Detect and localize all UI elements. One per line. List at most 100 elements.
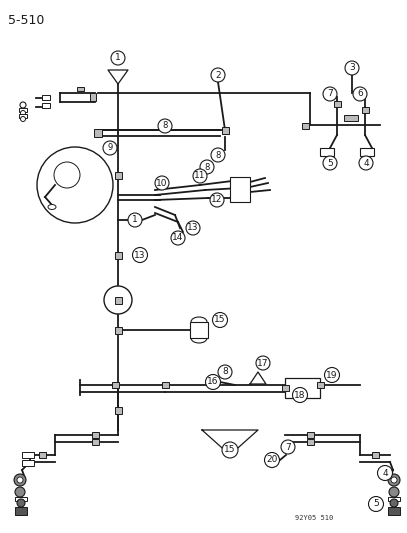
Bar [22, 460, 34, 466]
Circle shape [210, 193, 224, 207]
Circle shape [293, 387, 308, 402]
Text: 3: 3 [349, 63, 355, 72]
Circle shape [324, 367, 339, 383]
Circle shape [14, 474, 26, 486]
Circle shape [326, 159, 334, 167]
Circle shape [368, 497, 383, 512]
Circle shape [193, 169, 207, 183]
Text: 2: 2 [215, 70, 221, 79]
Bar [320, 148, 334, 156]
Bar [114, 407, 122, 414]
Circle shape [323, 87, 337, 101]
Bar [92, 432, 98, 438]
Circle shape [171, 231, 185, 245]
Bar [114, 296, 122, 303]
Circle shape [256, 356, 270, 370]
Bar [221, 126, 228, 133]
Bar [388, 507, 400, 515]
Bar [114, 327, 122, 334]
Bar [15, 497, 27, 501]
Bar [230, 177, 250, 202]
Text: 19: 19 [326, 370, 338, 379]
Bar [333, 101, 341, 107]
Bar [39, 452, 46, 458]
Circle shape [353, 87, 367, 101]
Text: 13: 13 [134, 251, 146, 260]
Text: 9: 9 [107, 143, 113, 152]
Circle shape [359, 156, 373, 170]
Text: 4: 4 [382, 469, 388, 478]
Circle shape [362, 159, 370, 167]
Circle shape [206, 375, 221, 390]
Text: 18: 18 [294, 391, 306, 400]
Bar [94, 129, 102, 137]
Bar [344, 115, 358, 121]
Text: 1: 1 [115, 53, 121, 62]
Circle shape [186, 221, 200, 235]
Bar [15, 507, 27, 515]
Text: 6: 6 [357, 90, 363, 99]
Circle shape [20, 102, 26, 108]
Text: 5-510: 5-510 [8, 14, 44, 27]
Circle shape [212, 312, 228, 327]
Circle shape [345, 61, 359, 75]
Circle shape [211, 68, 225, 82]
Bar [42, 103, 50, 108]
Bar [282, 385, 289, 391]
Text: 7: 7 [285, 442, 291, 451]
Text: 8: 8 [204, 163, 210, 172]
Text: 14: 14 [172, 233, 184, 243]
Text: 5: 5 [327, 158, 333, 167]
Circle shape [17, 499, 25, 507]
Bar [306, 432, 313, 438]
Circle shape [155, 176, 169, 190]
Circle shape [37, 147, 113, 223]
Text: 8: 8 [215, 150, 221, 159]
Bar [162, 382, 168, 388]
Bar [92, 439, 98, 445]
Bar [360, 148, 374, 156]
Bar [22, 452, 34, 458]
Text: 5: 5 [373, 499, 379, 508]
Bar [112, 382, 118, 388]
Text: 17: 17 [257, 359, 269, 367]
Text: 8: 8 [222, 367, 228, 376]
Text: 92Y05 510: 92Y05 510 [295, 515, 333, 521]
Circle shape [391, 477, 397, 483]
Circle shape [103, 141, 117, 155]
Text: 15: 15 [214, 316, 226, 325]
Circle shape [17, 477, 23, 483]
Text: 1: 1 [132, 215, 138, 224]
Text: 12: 12 [211, 196, 223, 205]
Circle shape [281, 440, 295, 454]
Circle shape [104, 286, 132, 314]
Text: 8: 8 [162, 122, 168, 131]
Bar [285, 378, 320, 398]
Bar [19, 108, 27, 112]
Circle shape [265, 453, 280, 467]
Bar [372, 452, 379, 458]
Bar [42, 95, 50, 100]
Bar [190, 322, 208, 338]
Circle shape [389, 487, 399, 497]
Circle shape [218, 365, 232, 379]
Bar [77, 87, 83, 91]
Text: 4: 4 [363, 158, 369, 167]
Text: 16: 16 [207, 377, 219, 386]
Text: 11: 11 [194, 172, 206, 181]
Bar [114, 252, 122, 259]
Circle shape [128, 213, 142, 227]
Circle shape [222, 442, 238, 458]
Bar [317, 382, 324, 388]
Bar [388, 497, 400, 501]
Text: 13: 13 [187, 223, 199, 232]
Circle shape [111, 51, 125, 65]
Text: 20: 20 [266, 456, 278, 464]
Circle shape [20, 110, 26, 116]
Circle shape [15, 487, 25, 497]
Bar [19, 114, 27, 118]
Text: 15: 15 [224, 446, 236, 455]
Bar [302, 123, 309, 129]
Circle shape [158, 119, 172, 133]
Text: 10: 10 [156, 179, 168, 188]
